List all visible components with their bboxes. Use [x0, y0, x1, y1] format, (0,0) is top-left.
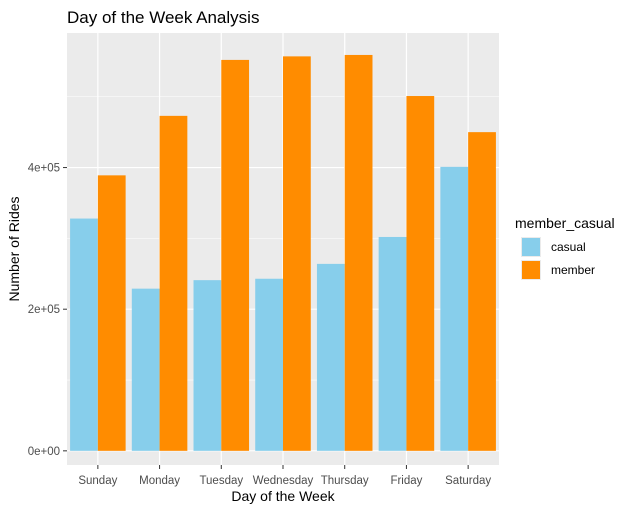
y-tick-label: 0e+00 — [28, 446, 60, 458]
bar-member-tuesday — [221, 59, 250, 451]
y-tick-label: 2e+05 — [28, 304, 60, 316]
bar-member-saturday — [468, 132, 496, 451]
y-axis-title: Number of Rides — [6, 196, 22, 301]
bar-member-sunday — [97, 175, 126, 451]
legend-key-casual — [522, 238, 540, 256]
bar-casual-friday — [378, 236, 407, 451]
bar-casual-sunday — [70, 218, 98, 451]
legend-label-casual: casual — [551, 240, 586, 254]
bar-member-wednesday — [283, 56, 311, 451]
x-tick-label: Sunday — [78, 475, 117, 487]
x-tick-label: Thursday — [321, 475, 369, 487]
bars — [70, 54, 496, 451]
legend-key-member — [522, 261, 540, 279]
legend-items: casual member — [521, 237, 595, 280]
bar-casual-wednesday — [255, 278, 283, 451]
x-axis: Sunday Monday Tuesday Wednesday Thursday Frid… — [78, 465, 491, 487]
y-tick-label: 4e+05 — [28, 163, 60, 175]
bar-member-thursday — [344, 54, 373, 451]
x-tick-label: Wednesday — [253, 475, 314, 487]
bar-member-monday — [159, 115, 188, 451]
x-tick-label: Friday — [390, 475, 422, 487]
x-tick-label: Monday — [139, 475, 180, 487]
bar-casual-tuesday — [193, 280, 222, 451]
x-tick-label: Saturday — [445, 475, 491, 487]
bar-casual-saturday — [440, 166, 469, 451]
bar-casual-thursday — [316, 263, 345, 451]
legend-label-member: member — [551, 263, 595, 277]
x-axis-title: Day of the Week — [231, 488, 335, 504]
chart-title: Day of the Week Analysis — [67, 8, 259, 27]
legend: member_casual casual member — [515, 215, 615, 280]
x-tick-label: Tuesday — [199, 475, 243, 487]
legend-title: member_casual — [515, 215, 615, 231]
bar-member-friday — [406, 96, 435, 451]
y-axis: 0e+00 2e+05 4e+05 — [28, 163, 67, 458]
bar-casual-monday — [131, 288, 160, 451]
